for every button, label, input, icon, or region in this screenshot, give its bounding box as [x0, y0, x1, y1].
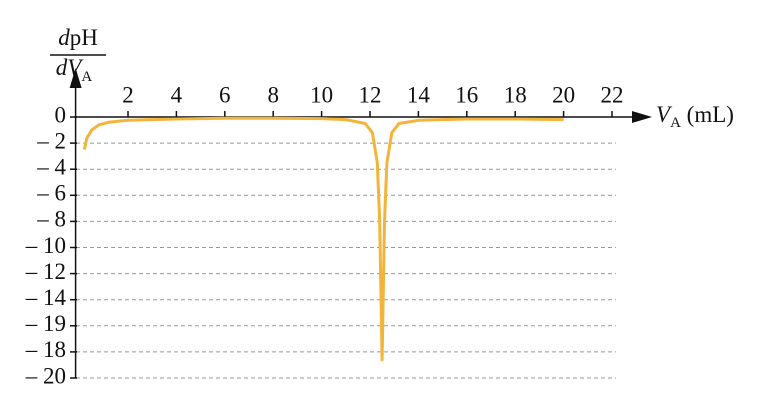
y-axis-arrow: [69, 68, 82, 88]
y-label-numerator: dpH: [58, 25, 98, 50]
y-label-part: d: [58, 25, 70, 50]
y-tick-label: – 12: [25, 259, 66, 284]
y-tick-label: 0: [55, 102, 67, 127]
x-label: VA (mL): [656, 102, 734, 131]
data-line: [82, 116, 564, 362]
x-tick-label: 4: [171, 82, 183, 107]
x-tick-label: 14: [407, 82, 431, 107]
y-label-denominator: dVA: [56, 55, 93, 85]
y-tick-label: – 6: [36, 181, 66, 206]
x-tick-label: 16: [455, 82, 478, 107]
y-label-part: pH: [70, 25, 98, 50]
x-axis-arrow: [632, 111, 652, 123]
x-tick-label: 10: [310, 82, 333, 107]
y-label-part: dV: [56, 55, 85, 80]
x-tick-label: 12: [359, 82, 382, 107]
x-tick-label: 22: [601, 82, 624, 107]
y-label-part: A: [81, 69, 92, 85]
y-tick-label: – 20: [25, 363, 66, 388]
x-label-part: (mL): [681, 102, 734, 127]
x-tick-label: 8: [267, 82, 279, 107]
x-tick-label: 2: [122, 82, 134, 107]
y-tick-label: – 14: [25, 285, 67, 310]
x-label-part: A: [670, 115, 681, 131]
y-tick-label: – 18: [25, 337, 66, 362]
x-label-part: V: [656, 102, 673, 127]
x-tick-label: 18: [504, 82, 527, 107]
y-tick-label: – 2: [36, 128, 66, 153]
y-tick-label: – 19: [25, 311, 66, 336]
x-tick-label: 6: [219, 82, 231, 107]
y-tick-label: – 4: [36, 154, 66, 179]
y-tick-label: – 8: [36, 207, 66, 232]
y-tick-label: – 10: [25, 233, 66, 258]
x-tick-label: 20: [552, 82, 575, 107]
